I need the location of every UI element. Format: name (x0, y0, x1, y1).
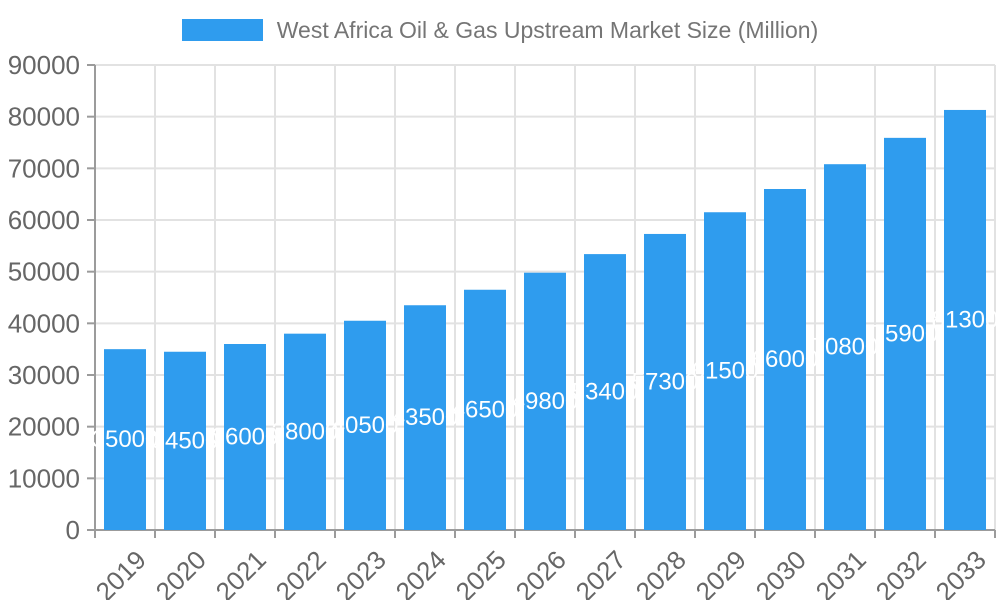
y-axis-label: 40000 (8, 308, 80, 338)
bar-2028[interactable] (644, 233, 686, 530)
y-axis-label: 90000 (8, 50, 80, 80)
bar-value-label-2030: 66000 (752, 346, 819, 373)
x-axis-label-2025: 2025 (450, 545, 512, 600)
y-axis-label: 0 (66, 515, 80, 545)
bar-value-label-2033: 81300 (932, 306, 999, 333)
x-axis-label-2021: 2021 (210, 545, 272, 600)
bar-value-label-2026: 49800 (512, 388, 579, 415)
bar-value-label-2019: 35000 (92, 426, 159, 453)
legend-item-series[interactable]: West Africa Oil & Gas Upstream Market Si… (181, 16, 819, 44)
x-axis-label-2019: 2019 (90, 545, 152, 600)
bar-value-label-2021: 36000 (212, 424, 279, 451)
bar-2025[interactable] (464, 289, 506, 530)
x-axis-label-2027: 2027 (570, 545, 632, 600)
bar-2032[interactable] (884, 137, 926, 530)
x-axis-label-2032: 2032 (870, 545, 932, 600)
bar-value-label-2024: 43500 (392, 404, 459, 431)
bar-value-label-2025: 46500 (452, 396, 519, 423)
bar-value-label-2032: 75900 (872, 320, 939, 347)
bar-2019[interactable] (104, 349, 146, 530)
legend: West Africa Oil & Gas Upstream Market Si… (0, 16, 1000, 44)
y-axis-label: 60000 (8, 205, 80, 235)
x-axis-label-2024: 2024 (390, 545, 452, 600)
bar-2021[interactable] (224, 344, 266, 530)
x-axis-label-2022: 2022 (270, 545, 332, 600)
y-axis-label: 80000 (8, 102, 80, 132)
bar-2024[interactable] (404, 305, 446, 530)
bar-2023[interactable] (344, 320, 386, 530)
x-axis-label-2020: 2020 (150, 545, 212, 600)
bar-value-label-2023: 40500 (332, 412, 399, 439)
bar-2020[interactable] (164, 351, 206, 530)
y-axis-label: 10000 (8, 463, 80, 493)
y-axis-label: 30000 (8, 360, 80, 390)
y-axis-label: 50000 (8, 257, 80, 287)
bar-2022[interactable] (284, 333, 326, 530)
x-axis-label-2023: 2023 (330, 545, 392, 600)
y-axis-label: 20000 (8, 412, 80, 442)
bar-2033[interactable] (944, 109, 986, 530)
x-axis-label-2029: 2029 (690, 545, 752, 600)
bar-value-label-2029: 61500 (692, 358, 759, 385)
bar-2031[interactable] (824, 164, 866, 530)
bar-2030[interactable] (764, 189, 806, 530)
legend-label: West Africa Oil & Gas Upstream Market Si… (276, 17, 819, 43)
bar-2029[interactable] (704, 212, 746, 530)
x-axis-label-2031: 2031 (810, 545, 872, 600)
bar-value-label-2027: 53400 (572, 379, 639, 406)
y-axis-label: 70000 (8, 153, 80, 183)
x-axis-label-2030: 2030 (750, 545, 812, 600)
x-axis-label-2028: 2028 (630, 545, 692, 600)
x-axis-label-2033: 2033 (930, 545, 992, 600)
bar-value-label-2031: 70800 (812, 334, 879, 361)
x-axis-label-2026: 2026 (510, 545, 572, 600)
bar-value-label-2020: 34500 (152, 427, 219, 454)
bar-value-label-2028: 57300 (632, 368, 699, 395)
bar-value-label-2022: 38000 (272, 418, 339, 445)
bar-2026[interactable] (524, 272, 566, 530)
legend-swatch (181, 19, 263, 41)
bar-2027[interactable] (584, 254, 626, 530)
